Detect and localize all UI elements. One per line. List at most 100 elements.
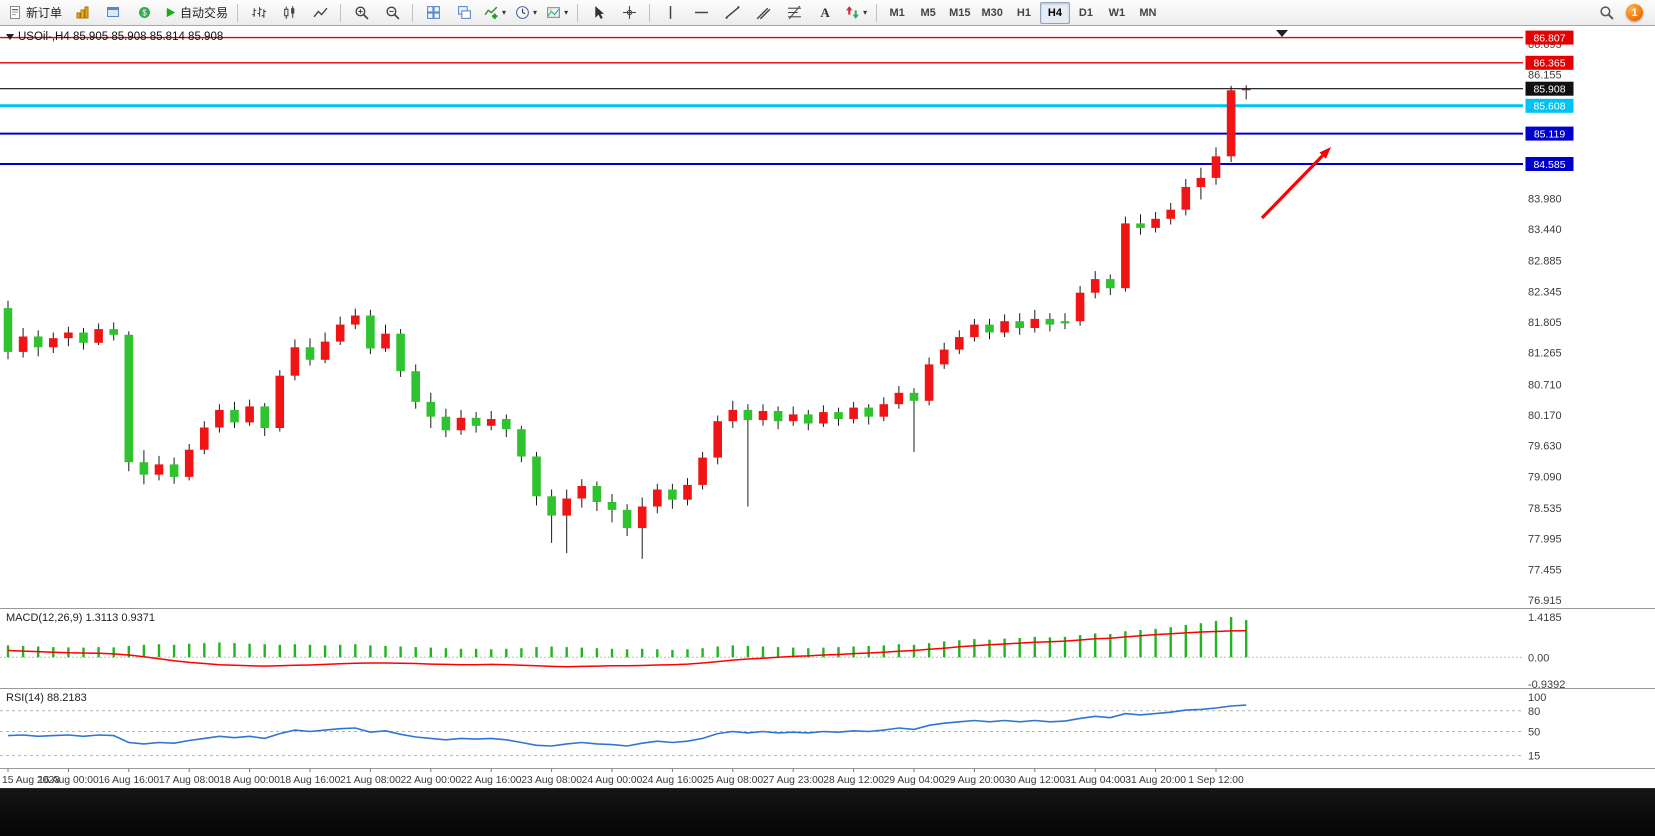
timeframe-h1[interactable]: H1 — [1016, 6, 1031, 19]
candle — [955, 337, 964, 350]
candlestick-chart-button[interactable] — [274, 1, 304, 25]
cascade-windows-button[interactable] — [449, 1, 479, 25]
trendline-button[interactable] — [717, 1, 747, 25]
add-indicator-icon — [484, 5, 499, 20]
candle — [577, 486, 587, 499]
time-label: 21 Aug 08:00 — [340, 775, 401, 786]
price-label: 85.119 — [1534, 128, 1565, 140]
timeframe-m30[interactable]: M30 — [981, 6, 1003, 19]
candle — [215, 409, 224, 428]
vertical-line-button[interactable] — [655, 1, 685, 25]
price-line-labels: 86.807 86.365 85.908 85.608 85.119 84.585 — [1525, 30, 1574, 171]
time-label: 25 Aug 08:00 — [702, 775, 763, 786]
search-button[interactable] — [1591, 1, 1621, 25]
tile-windows-button[interactable] — [418, 1, 448, 25]
time-label: 28 Aug 12:00 — [823, 775, 884, 786]
new-order-button[interactable]: 新订单 — [4, 1, 66, 25]
timeframe-h4[interactable]: H4 — [1039, 1, 1070, 24]
new-chart-button[interactable] — [67, 1, 97, 25]
timeframe-mn[interactable]: MN — [1139, 6, 1157, 19]
toolbar-separator — [876, 3, 878, 22]
market-watch-button[interactable]: $ — [129, 1, 159, 25]
cursor-button[interactable] — [583, 1, 613, 25]
timeframe-m5[interactable]: M5 — [920, 6, 936, 19]
price-chart[interactable]: 86.69586.15583.98083.44082.88582.34581.8… — [0, 26, 1655, 788]
price-label: 86.807 — [1533, 32, 1565, 44]
line-chart-icon — [313, 5, 328, 20]
price-tick: 80.710 — [1528, 379, 1562, 391]
notification-badge[interactable]: 1 — [1626, 4, 1643, 21]
time-label: 16 Aug 16:00 — [98, 775, 159, 786]
cascade-windows-icon — [457, 5, 472, 20]
timeframe-m1[interactable]: M1 — [889, 6, 905, 19]
time-label: 29 Aug 04:00 — [884, 775, 945, 786]
indicators-button[interactable]: ▾ — [480, 1, 510, 25]
candle — [743, 409, 753, 421]
time-label: 29 Aug 20:00 — [944, 775, 1005, 786]
horizontal-line-button[interactable] — [686, 1, 716, 25]
candle — [728, 409, 738, 422]
bar-chart-icon — [251, 5, 266, 20]
candle — [924, 364, 934, 401]
candlestick-series — [3, 85, 1251, 559]
rsi-scale-label: 15 — [1528, 751, 1540, 763]
candle — [290, 347, 300, 376]
price-tick: 77.995 — [1528, 534, 1562, 546]
rsi-line — [7, 704, 1247, 747]
trendline-icon — [725, 5, 740, 20]
horizontal-lines[interactable] — [0, 36, 1523, 165]
time-label: 18 Aug 16:00 — [280, 775, 341, 786]
play-icon — [164, 6, 177, 19]
candle — [1015, 321, 1024, 328]
fibonacci-icon — [787, 5, 802, 20]
candle — [245, 406, 254, 423]
price-tick: 78.535 — [1528, 503, 1562, 515]
fibonacci-button[interactable] — [779, 1, 809, 25]
timeframe-m15[interactable]: M15 — [949, 6, 971, 19]
candle — [1060, 321, 1070, 324]
timeframe-d1[interactable]: D1 — [1078, 6, 1093, 19]
zoom-out-icon — [385, 5, 400, 20]
candle — [909, 392, 919, 401]
clock-icon — [515, 5, 530, 20]
channel-button[interactable] — [748, 1, 778, 25]
candle — [486, 419, 496, 426]
hline-icon — [694, 5, 709, 20]
candle — [939, 349, 949, 365]
crosshair-button[interactable] — [614, 1, 644, 25]
price-label: 84.585 — [1533, 159, 1565, 171]
bar-chart-button[interactable] — [243, 1, 273, 25]
timeframe-w1[interactable]: W1 — [1108, 6, 1126, 19]
candle — [18, 336, 28, 352]
zoom-out-button[interactable] — [377, 1, 407, 25]
chart-shift-marker[interactable] — [1276, 30, 1288, 37]
chevron-down-icon: ▾ — [533, 7, 538, 17]
candle — [94, 329, 103, 343]
auto-trading-button[interactable]: 自动交易 — [160, 1, 232, 25]
candle — [139, 462, 149, 475]
zoom-in-button[interactable] — [346, 1, 376, 25]
chart-area[interactable]: 86.695 86.155 83.980 83.440 82.885 82.345 81.8… — [0, 26, 1655, 788]
periods-button[interactable]: ▾ — [511, 1, 541, 25]
line-chart-button[interactable] — [305, 1, 335, 25]
time-label: 24 Aug 00:00 — [582, 775, 643, 786]
price-tick: 82.885 — [1528, 256, 1562, 268]
candle — [607, 502, 617, 510]
vline-icon — [663, 5, 678, 20]
templates-button[interactable]: ▾ — [542, 1, 572, 25]
text-tool-button[interactable]: A — [810, 1, 840, 25]
annotation-arrow[interactable] — [1260, 147, 1331, 220]
oneclick-arrow-icon[interactable] — [6, 34, 14, 40]
candle — [1196, 177, 1206, 187]
rsi-label: RSI(14) 88.2183 — [6, 692, 87, 704]
price-tick: 79.630 — [1528, 441, 1562, 453]
arrows-button[interactable]: ▾ — [841, 1, 871, 25]
template-icon — [546, 5, 561, 20]
profiles-button[interactable] — [98, 1, 128, 25]
candle — [788, 414, 798, 422]
candle — [1211, 156, 1221, 178]
candle — [1151, 218, 1160, 228]
candle — [758, 411, 768, 421]
candle — [184, 449, 194, 477]
